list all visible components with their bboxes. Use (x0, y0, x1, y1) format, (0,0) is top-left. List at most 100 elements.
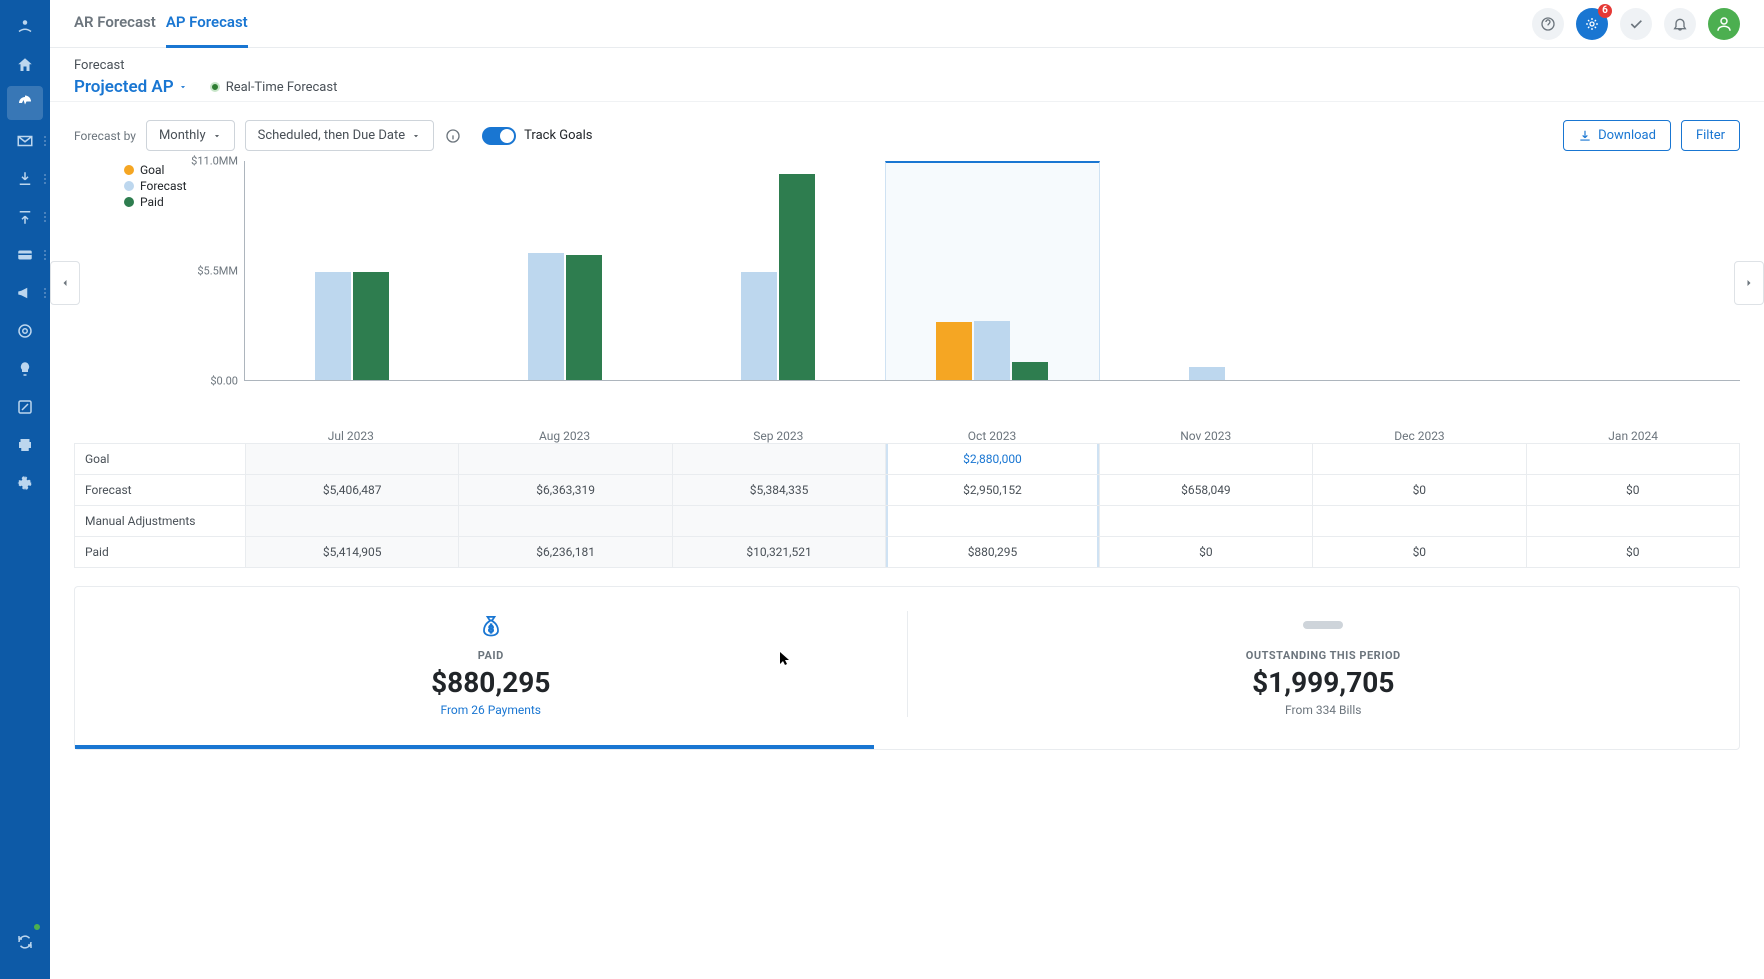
track-goals-toggle[interactable] (482, 127, 516, 145)
data-table: Goal $2,880,000 Forecast $5,406,487$6,36… (74, 443, 1740, 568)
download-label: Download (1598, 128, 1656, 143)
track-goals-label: Track Goals (524, 128, 592, 143)
chart-y-axis: $11.0MM $5.5MM $0.00 (74, 161, 244, 421)
table-cell (1099, 444, 1312, 474)
table-cell: $658,049 (1099, 475, 1312, 505)
apps-icon[interactable]: 6 (1576, 8, 1608, 40)
download-button[interactable]: Download (1563, 120, 1671, 151)
chart-column[interactable] (885, 161, 1100, 380)
summary-progress-bar (75, 745, 874, 749)
bar-forecast (974, 321, 1010, 380)
table-row-manual: Manual Adjustments (75, 505, 1739, 536)
summary-outstanding-value: $1,999,705 (1252, 666, 1394, 699)
table-row-paid: Paid $5,414,905$6,236,181$10,321,521$880… (75, 536, 1739, 567)
chart-column[interactable] (672, 161, 885, 380)
bar-forecast (741, 272, 777, 380)
row-label: Paid (75, 537, 245, 567)
tab-ap-forecast[interactable]: AP Forecast (166, 0, 248, 48)
sidebar-sync-icon[interactable] (7, 925, 43, 959)
chevron-down-icon (178, 82, 188, 92)
bell-icon[interactable] (1664, 8, 1696, 40)
money-bag-icon: $ (477, 611, 505, 639)
sidebar-bulb-icon[interactable] (7, 352, 43, 386)
table-cell (1312, 444, 1525, 474)
table-cell[interactable]: $2,880,000 (885, 444, 1098, 474)
table-cell: $0 (1099, 537, 1312, 567)
sidebar-printer-icon[interactable] (7, 428, 43, 462)
chart-column[interactable] (458, 161, 671, 380)
bar-goal (936, 322, 972, 380)
tab-bar: AR Forecast AP Forecast (74, 0, 248, 48)
y-tick: $11.0MM (191, 155, 238, 168)
sidebar-target-icon[interactable] (7, 314, 43, 348)
chart-column[interactable] (1313, 161, 1526, 380)
row-label: Goal (75, 444, 245, 474)
table-cell (458, 444, 671, 474)
sidebar-dashboard-icon[interactable] (7, 86, 43, 120)
chart-x-labels: Jul 2023Aug 2023Sep 2023Oct 2023Nov 2023… (244, 421, 1740, 443)
sidebar-logo-icon[interactable] (7, 10, 43, 44)
summary-panel: $ PAID $880,295 From 26 Payments OUTSTAN… (74, 586, 1740, 750)
sidebar-upload-icon[interactable] (7, 200, 43, 234)
sidebar-mail-icon[interactable] (7, 124, 43, 158)
chevron-down-icon (411, 131, 421, 141)
x-label: Nov 2023 (1099, 421, 1313, 443)
forecast-by-label: Forecast by (74, 129, 136, 143)
controls-row: Forecast by Monthly Scheduled, then Due … (50, 101, 1764, 161)
summary-paid-label: PAID (478, 649, 504, 662)
sidebar-settings-icon[interactable] (7, 466, 43, 500)
schedule-select[interactable]: Scheduled, then Due Date (245, 120, 435, 151)
table-cell: $6,363,319 (458, 475, 671, 505)
table-cell (458, 506, 671, 536)
summary-outstanding: OUTSTANDING THIS PERIOD $1,999,705 From … (908, 611, 1740, 717)
info-icon[interactable] (444, 127, 462, 145)
table-cell: $0 (1312, 537, 1525, 567)
chart-column[interactable] (1100, 161, 1313, 380)
x-label: Jul 2023 (244, 421, 458, 443)
table-cell (245, 506, 458, 536)
bar-paid (779, 174, 815, 380)
check-icon[interactable] (1620, 8, 1652, 40)
chart-plot (244, 161, 1740, 381)
table-cell (672, 444, 885, 474)
x-label: Sep 2023 (671, 421, 885, 443)
schedule-value: Scheduled, then Due Date (258, 128, 406, 143)
sidebar-home-icon[interactable] (7, 48, 43, 82)
filter-button[interactable]: Filter (1681, 120, 1740, 151)
chart-area: Goal Forecast Paid $11.0MM $5.5MM $0.00 … (50, 161, 1764, 443)
filter-label: Filter (1696, 128, 1725, 143)
summary-paid-value: $880,295 (431, 666, 550, 699)
user-avatar[interactable] (1708, 8, 1740, 40)
table-cell: $0 (1526, 537, 1739, 567)
subheader: Forecast Projected AP Real-Time Forecast (50, 48, 1764, 101)
bar-paid (566, 255, 602, 380)
table-cell (1312, 506, 1525, 536)
chart-column[interactable] (1527, 161, 1740, 380)
row-label: Forecast (75, 475, 245, 505)
help-icon[interactable] (1532, 8, 1564, 40)
sidebar-megaphone-icon[interactable] (7, 276, 43, 310)
skeleton-icon (1303, 611, 1343, 639)
status-label: Real-Time Forecast (226, 80, 338, 95)
table-cell (885, 506, 1098, 536)
table-cell: $6,236,181 (458, 537, 671, 567)
bar-forecast (315, 272, 351, 380)
page-title-dropdown[interactable]: Projected AP (74, 77, 188, 97)
tab-ar-forecast[interactable]: AR Forecast (74, 0, 156, 48)
main-content: AR Forecast AP Forecast 6 Forecast Proje… (50, 0, 1764, 979)
chart-column[interactable] (245, 161, 458, 380)
sidebar-download-icon[interactable] (7, 162, 43, 196)
table-cell: $880,295 (885, 537, 1098, 567)
x-label: Jan 2024 (1526, 421, 1740, 443)
sidebar (0, 0, 50, 979)
breadcrumb: Forecast (74, 58, 1740, 73)
period-select[interactable]: Monthly (146, 120, 235, 151)
svg-text:$: $ (488, 624, 493, 635)
sidebar-percent-icon[interactable] (7, 390, 43, 424)
summary-paid-link[interactable]: From 26 Payments (441, 703, 542, 717)
y-tick: $0.00 (210, 375, 238, 388)
x-label: Dec 2023 (1313, 421, 1527, 443)
table-cell: $5,384,335 (672, 475, 885, 505)
bar-paid (1012, 362, 1048, 380)
sidebar-card-icon[interactable] (7, 238, 43, 272)
